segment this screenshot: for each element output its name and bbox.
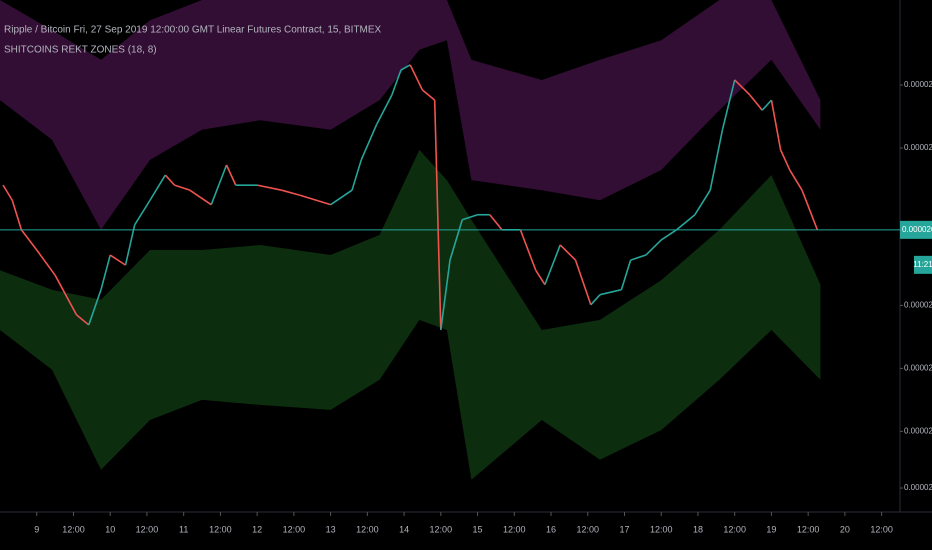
price-segment — [535, 269, 546, 286]
price-segment — [189, 189, 212, 206]
x-tick-label: 12:00 — [62, 524, 85, 534]
x-tick-label: 20 — [840, 524, 850, 534]
price-segment — [676, 214, 696, 231]
chart-title: Ripple / Bitcoin Fri, 27 Sep 2019 12:00:… — [4, 25, 382, 36]
price-segment — [709, 129, 724, 191]
countdown-label: 11:21 — [913, 260, 932, 269]
price-segment — [281, 189, 301, 196]
price-segment — [559, 244, 577, 261]
x-tick-label: 15 — [473, 524, 483, 534]
price-segment — [770, 99, 782, 151]
price-segment — [620, 259, 632, 290]
price-segment — [779, 149, 791, 171]
price-segment — [164, 174, 176, 186]
price-segment — [449, 219, 464, 261]
price-segment — [734, 79, 751, 96]
price-segment — [721, 79, 736, 130]
countdown-box — [914, 255, 932, 274]
price-segment — [433, 100, 442, 330]
price-segment — [761, 99, 773, 111]
x-tick-label: 12 — [252, 524, 262, 534]
y-tick-label: 0.00002530 — [904, 301, 932, 310]
price-segment — [590, 294, 601, 306]
price-segment — [11, 200, 23, 231]
price-segment — [2, 184, 13, 201]
price-segment — [489, 214, 503, 231]
price-segment — [256, 184, 282, 191]
price-segment — [391, 69, 402, 96]
indicator-label: SHITCOINS REKT ZONES (18, 8) — [4, 45, 157, 56]
x-tick-label: 18 — [693, 524, 703, 534]
x-tick-label: 12:00 — [870, 524, 893, 534]
price-segment — [630, 254, 647, 261]
x-tick-label: 12:00 — [283, 524, 306, 534]
x-tick-label: 17 — [619, 524, 629, 534]
price-segment — [375, 94, 393, 126]
last-price-label: 0.00002650 — [902, 225, 932, 234]
price-segment — [461, 213, 478, 221]
price-segment — [109, 254, 126, 266]
x-tick-label: 12:00 — [797, 524, 820, 534]
price-segment — [174, 184, 191, 191]
price-segment — [421, 89, 436, 101]
price-segment — [225, 164, 237, 186]
price-segment — [20, 229, 38, 251]
x-tick-label: 13 — [326, 524, 336, 534]
price-segment — [149, 174, 166, 201]
price-segment — [88, 289, 102, 326]
price-segment — [789, 169, 803, 191]
price-segment — [100, 254, 111, 290]
price-segment — [801, 189, 819, 231]
price-segment — [36, 249, 56, 276]
price-segment — [76, 314, 90, 326]
x-tick-label: 12:00 — [136, 524, 159, 534]
y-tick-label: 0.00002240 — [904, 483, 932, 492]
band — [0, 149, 821, 480]
x-tick-label: 12:00 — [503, 524, 526, 534]
price-segment — [409, 64, 424, 91]
price-segment — [124, 224, 136, 266]
y-tick-label: 0.00002330 — [904, 426, 932, 435]
price-segment — [299, 194, 331, 206]
x-tick-label: 12:00 — [430, 524, 453, 534]
x-tick-label: 16 — [546, 524, 556, 534]
x-tick-label: 19 — [766, 524, 776, 534]
price-segment — [360, 124, 378, 161]
y-tick-label: 0.00002780 — [904, 143, 932, 152]
price-segment — [351, 159, 362, 191]
x-tick-label: 9 — [34, 524, 39, 534]
price-segment — [330, 189, 353, 206]
y-tick-label: 0.00002880 — [904, 80, 932, 89]
price-segment — [54, 274, 78, 316]
band — [0, 0, 821, 230]
x-tick-label: 11 — [179, 524, 188, 534]
x-tick-label: 10 — [105, 524, 115, 534]
price-segment — [574, 259, 592, 306]
last-price-box — [900, 220, 932, 239]
x-tick-label: 12:00 — [356, 524, 379, 534]
plot — [0, 0, 821, 480]
price-segment — [599, 288, 622, 296]
price-segment — [134, 199, 151, 226]
price-segment — [210, 164, 228, 205]
price-segment — [519, 229, 537, 271]
price-segment — [645, 239, 662, 256]
x-tick-label: 12:00 — [723, 524, 746, 534]
x-tick-label: 12:00 — [576, 524, 599, 534]
price-segment — [694, 189, 711, 216]
x-tick-label: 14 — [399, 524, 409, 534]
price-segment — [544, 244, 561, 285]
y-tick-label: 0.00002430 — [904, 363, 932, 372]
price-segment — [400, 64, 411, 71]
x-tick-label: 12:00 — [209, 524, 232, 534]
x-tick-label: 12:00 — [650, 524, 673, 534]
price-segment — [440, 259, 451, 331]
price-segment — [749, 94, 763, 111]
price-segment — [660, 229, 677, 241]
